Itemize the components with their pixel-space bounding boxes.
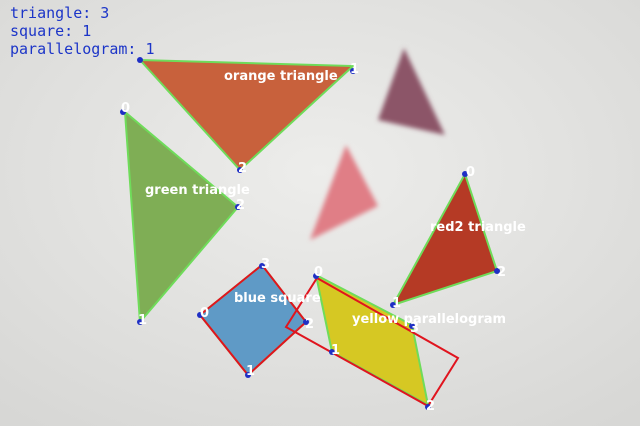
vertex-dot: [235, 204, 241, 210]
purple-piece: [378, 48, 445, 135]
red2-triangle-piece: [393, 174, 497, 305]
yellow-vertex-0: 0: [314, 265, 323, 280]
yellow-vertex-2: 2: [426, 399, 435, 414]
orange-triangle-label: orange triangle: [224, 69, 338, 84]
blue-vertex-3: 3: [261, 257, 270, 272]
vertex-dot: [197, 312, 203, 318]
vertex-dot: [259, 263, 265, 269]
orange-triangle-piece: [140, 60, 353, 170]
green-vertex-0: 0: [121, 101, 130, 116]
green-vertex-2: 2: [236, 198, 245, 213]
yellow-parallelogram-label: yellow parallelogram: [352, 312, 506, 327]
green-vertex-1: 1: [138, 313, 147, 328]
parallelogram-count: parallelogram: 1: [10, 40, 155, 58]
green-triangle-piece: [125, 112, 238, 322]
yellow-parallelogram-piece: [316, 275, 428, 405]
red2-vertex-2: 2: [497, 265, 506, 280]
shape-labels: orange triangle green triangle red2 tria…: [145, 69, 526, 327]
square-count: square: 1: [10, 22, 92, 40]
blue-vertex-1: 1: [246, 364, 255, 379]
blue-vertex-2: 2: [305, 317, 314, 332]
vertex-dot: [237, 167, 243, 173]
pink-piece: [310, 145, 378, 240]
vertex-indices: 1 2 0 2 1 0 2 1 3 0 2 1 0 3 1 2: [121, 62, 506, 414]
green-triangle-contour: [123, 109, 240, 325]
vertex-dot: [137, 57, 143, 63]
yellow-vertex-1: 1: [331, 343, 340, 358]
red2-triangle-label: red2 triangle: [430, 220, 526, 235]
triangle-count: triangle: 3: [10, 4, 110, 22]
vertex-dot: [462, 171, 468, 177]
vertex-dots: [120, 57, 500, 410]
red2-vertex-1: 1: [392, 296, 401, 311]
vertex-dot: [425, 404, 431, 410]
red2-triangle-contour: [390, 171, 499, 307]
orange-triangle-contour: [137, 58, 356, 172]
blue-vertex-0: 0: [200, 306, 209, 321]
green-triangle-label: green triangle: [145, 183, 250, 198]
vertex-dot: [350, 68, 356, 74]
orange-vertex-2: 2: [238, 161, 247, 176]
yellow-vertex-3: 3: [410, 321, 419, 336]
vertex-dot: [245, 372, 251, 378]
vertex-dot: [137, 319, 143, 325]
blue-square-label: blue square: [234, 291, 321, 306]
vertex-dot: [409, 323, 415, 329]
vertex-dot: [303, 319, 309, 325]
vertex-dot: [390, 302, 396, 308]
shape-counts: triangle: 3 square: 1 parallelogram: 1: [10, 4, 155, 58]
orange-vertex-1: 1: [350, 62, 359, 77]
vertex-dot: [329, 349, 335, 355]
vertex-dot: [494, 268, 500, 274]
vertex-dot: [120, 109, 126, 115]
vertex-dot: [313, 273, 319, 279]
red2-vertex-0: 0: [466, 165, 475, 180]
